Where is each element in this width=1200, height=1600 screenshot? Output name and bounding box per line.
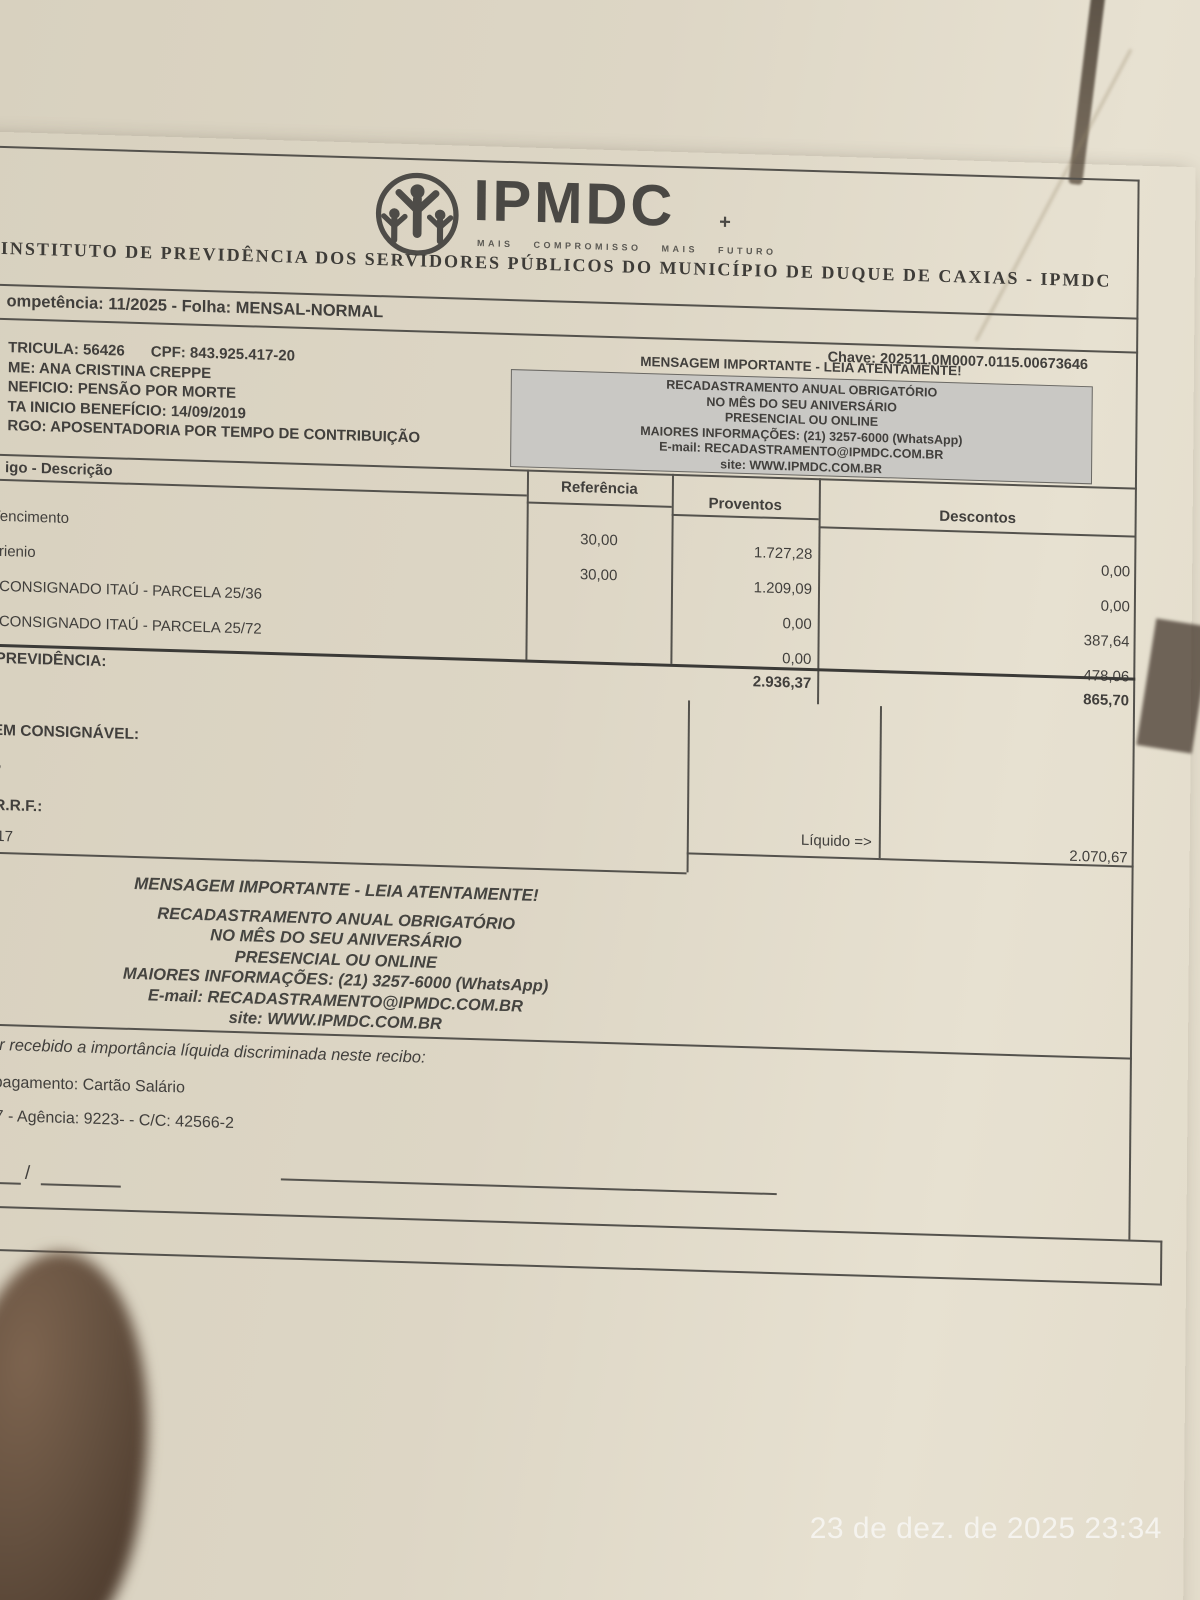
date-slash: /	[24, 1162, 31, 1184]
payment-line: pagamento: Cartão Salário	[0, 1073, 185, 1097]
row-descricao: Vencimento	[0, 507, 70, 527]
row-descricao: - CONSIGNADO ITAÚ - PARCELA 25/36	[0, 577, 263, 603]
row-proventos: 0,00	[782, 615, 812, 634]
payslip-document: IPMDC + MAIS COMPROMISSO MAIS FUTURO INS…	[0, 130, 1196, 1600]
matricula-value: TRICULA: 56426	[8, 339, 125, 360]
bottom-band-edge	[1159, 1240, 1163, 1286]
bottom-band-line	[0, 1203, 1163, 1243]
header-underline	[526, 501, 672, 508]
ipmdc-logo-icon	[375, 172, 459, 256]
important-message-2: MENSAGEM IMPORTANTE - LEIA ATENTAMENTE! …	[0, 869, 721, 1043]
liquido-bottom-line	[0, 849, 687, 875]
payslip-paper: IPMDC + MAIS COMPROMISSO MAIS FUTURO INS…	[0, 130, 1196, 1600]
row-descontos: 387,64	[1083, 632, 1130, 651]
row-descricao: Trienio	[0, 542, 36, 561]
beneficiary-block: TRICULA: 56426 CPF: 843.925.417-20 ME: AN…	[7, 338, 421, 448]
row-referencia	[526, 635, 671, 639]
bank-line: -7 - Agência: 9223- - C/C: 42566-2	[0, 1107, 234, 1132]
column-header-descricao: igo - Descrição	[4, 459, 113, 480]
base-value: 85	[0, 757, 1, 774]
declaration-line: er recebido a importância líquida discri…	[0, 1035, 426, 1067]
important-message-box: RECADASTRAMENTO ANUAL OBRIGATÓRIO NO MÊS…	[510, 369, 1093, 485]
logo-plus-mark: +	[719, 211, 732, 234]
row-descontos: 0,00	[1100, 562, 1131, 581]
column-header-referencia: Referência	[560, 478, 638, 498]
row-descricao: - CONSIGNADO ITAÚ - PARCELA 25/72	[0, 612, 262, 638]
total-proventos: 2.936,37	[752, 673, 812, 693]
row-proventos: 1.209,09	[753, 579, 813, 599]
base-label: R.R.F.:	[0, 796, 43, 816]
frame-right-line	[1128, 179, 1140, 1240]
row-descontos: 0,00	[1100, 597, 1130, 616]
totals-top-line	[0, 641, 1136, 681]
cpf-value: CPF: 843.925.417-20	[150, 343, 296, 365]
photo-timestamp: 23 de dez. de 2025 23:34	[809, 1512, 1162, 1545]
base-value: 9,17	[0, 827, 14, 846]
competencia-line: ompetência: 11/2025 - Folha: MENSAL-NORM…	[6, 292, 384, 322]
base-label: EM CONSIGNÁVEL:	[0, 721, 140, 744]
liquido-label: Líquido =>	[800, 831, 872, 851]
date-line-segment	[0, 1181, 21, 1185]
column-header-proventos: Proventos	[708, 494, 783, 515]
logo-acronym: IPMDC	[473, 167, 676, 239]
date-line-segment	[40, 1183, 121, 1188]
row-proventos: 1.727,28	[753, 544, 813, 564]
liquido-cell-divider	[878, 706, 883, 859]
header-underline	[0, 476, 527, 497]
total-descontos: 865,70	[1083, 691, 1130, 710]
row-referencia	[526, 600, 671, 604]
signature-line	[280, 1178, 777, 1196]
header-underline	[671, 513, 819, 521]
base-label: PREVIDÊNCIA:	[0, 649, 107, 671]
liquido-cell-divider	[686, 700, 691, 873]
bottom-band-line	[0, 1246, 1162, 1286]
